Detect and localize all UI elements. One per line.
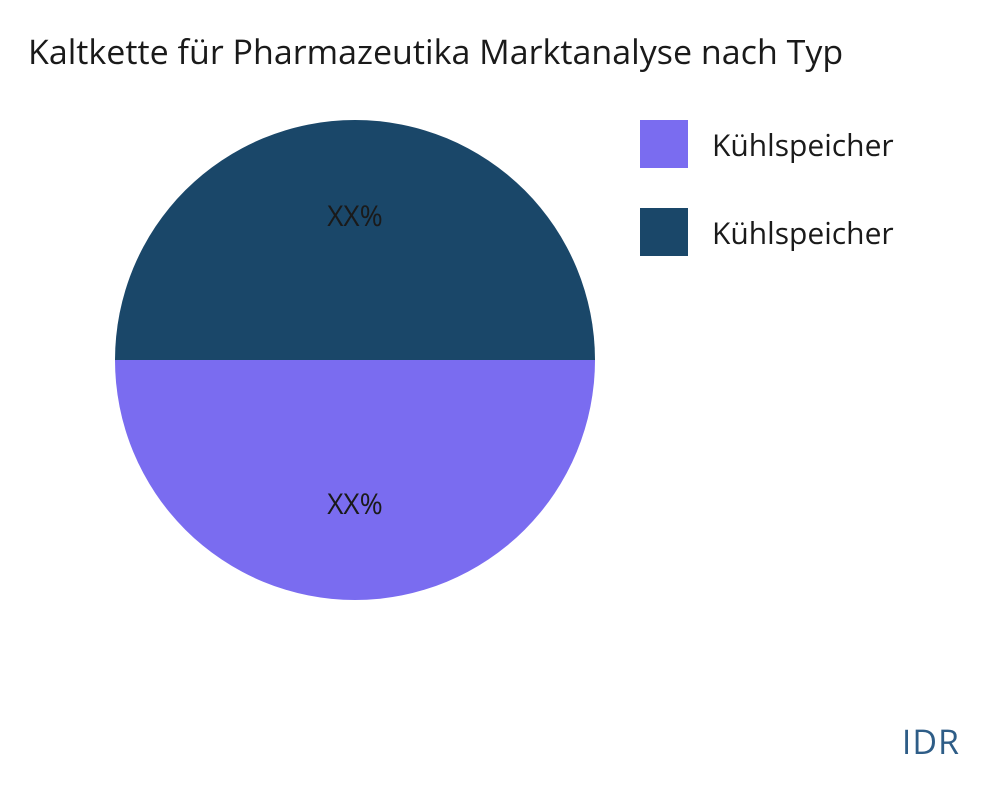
legend: Kühlspeicher Kühlspeicher — [640, 120, 894, 296]
legend-swatch — [640, 208, 688, 256]
pie-slice-label-top: XX% — [327, 197, 383, 235]
watermark: IDR — [902, 718, 960, 764]
legend-item: Kühlspeicher — [640, 120, 894, 168]
legend-label: Kühlspeicher — [712, 212, 894, 253]
pie-chart: XX% XX% — [115, 120, 595, 600]
legend-item: Kühlspeicher — [640, 208, 894, 256]
pie-svg — [115, 120, 595, 600]
pie-slice-label-bottom: XX% — [327, 485, 383, 523]
chart-title: Kaltkette für Pharmazeutika Marktanalyse… — [28, 28, 843, 74]
legend-label: Kühlspeicher — [712, 124, 894, 165]
pie-slice-top — [115, 120, 595, 360]
legend-swatch — [640, 120, 688, 168]
pie-slice-bottom — [115, 360, 595, 600]
